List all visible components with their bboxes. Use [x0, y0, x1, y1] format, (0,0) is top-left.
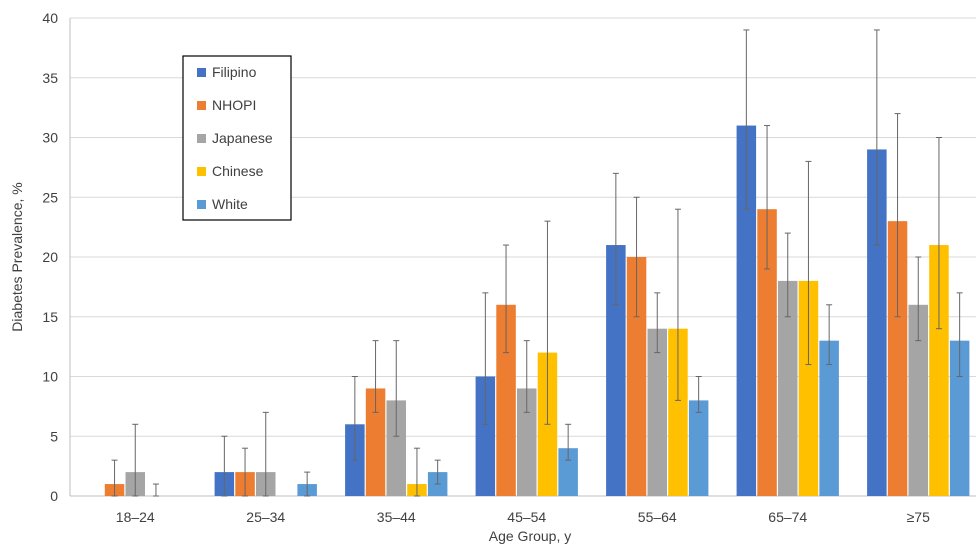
error-bar [434, 459, 441, 485]
error-bar [242, 447, 249, 497]
error-bar [764, 125, 771, 270]
legend-label: White [212, 196, 248, 212]
bar [867, 149, 887, 496]
y-tick-label: 0 [50, 488, 58, 504]
legend-item: NHOPI [197, 97, 256, 113]
y-tick-label: 25 [42, 189, 58, 205]
legend-item: Japanese [197, 130, 273, 146]
x-tick-label: 18–24 [116, 509, 155, 525]
legend-label: NHOPI [212, 97, 256, 113]
legend-label: Filipino [212, 64, 257, 80]
legend-swatch [197, 134, 206, 143]
bar [778, 280, 798, 496]
error-bar [826, 304, 833, 366]
bar [887, 221, 908, 496]
x-tick-label: 55–64 [638, 509, 677, 525]
tick-labels: 0 5 10 15 20 25 30 35 40 18–24 25–34 35–44 45–54 55–6… [42, 10, 930, 525]
legend-item: Filipino [197, 64, 257, 80]
x-tick-label: 65–74 [768, 509, 807, 525]
legend-item: Chinese [197, 163, 264, 179]
bar [736, 125, 757, 497]
error-bar [695, 376, 702, 413]
error-bar [915, 256, 922, 342]
x-tick-label: 35–44 [377, 509, 416, 525]
y-tick-label: 30 [42, 130, 58, 146]
error-bar [544, 220, 551, 425]
error-bar [503, 244, 510, 354]
error-bar [654, 292, 661, 354]
y-axis-label: Diabetes Prevalence, % [9, 182, 25, 331]
error-bar [523, 340, 530, 413]
bar [757, 209, 777, 496]
bar [475, 376, 496, 496]
bar [496, 304, 516, 496]
legend-swatch [197, 200, 206, 209]
error-bar [304, 471, 311, 497]
error-bar [873, 29, 880, 246]
error-bar [132, 423, 139, 497]
x-tick-label: ≥75 [907, 509, 930, 525]
bar [517, 388, 537, 496]
error-bar [262, 411, 269, 497]
bar [819, 340, 839, 496]
error-bar [805, 160, 812, 366]
error-bar [956, 292, 963, 377]
error-bar [935, 137, 942, 330]
bar [668, 328, 688, 496]
bar [386, 400, 406, 496]
bar [929, 245, 949, 496]
legend-swatch [197, 167, 206, 176]
x-tick-label: 45–54 [507, 509, 546, 525]
bar [558, 448, 578, 496]
error-bar [894, 113, 901, 318]
error-bar [221, 435, 228, 497]
x-tick-label: 25–34 [246, 509, 285, 525]
y-tick-label: 40 [42, 10, 58, 26]
error-bar [784, 232, 791, 318]
error-bars [111, 29, 963, 497]
x-axis-label: Age Group, y [489, 528, 572, 544]
error-bar [674, 208, 681, 401]
y-tick-label: 35 [42, 70, 58, 86]
y-tick-label: 20 [42, 249, 58, 265]
bar [365, 388, 386, 496]
bar [647, 328, 667, 496]
bar [798, 280, 819, 496]
legend-item: White [197, 196, 248, 212]
bar [626, 257, 647, 496]
bar [949, 340, 970, 496]
error-bar [111, 459, 118, 497]
legend: Filipino NHOPI Japanese Chinese White [182, 55, 292, 221]
error-bar [372, 340, 379, 413]
error-bar [612, 172, 619, 306]
error-bar [743, 29, 750, 210]
y-tick-label: 5 [50, 428, 58, 444]
error-bar [633, 196, 640, 318]
legend-swatch [197, 68, 206, 77]
y-tick-label: 15 [42, 309, 58, 325]
legend-label: Chinese [212, 163, 264, 179]
bar [908, 304, 928, 496]
bar [688, 400, 709, 496]
error-bar [393, 340, 400, 437]
error-bar [565, 423, 572, 461]
error-bar [152, 483, 159, 497]
legend-swatch [197, 101, 206, 110]
error-bar [351, 376, 358, 461]
legend-label: Japanese [212, 130, 273, 146]
error-bar [413, 447, 420, 497]
error-bar [482, 292, 489, 425]
y-tick-label: 10 [42, 369, 58, 385]
bar [606, 245, 626, 496]
